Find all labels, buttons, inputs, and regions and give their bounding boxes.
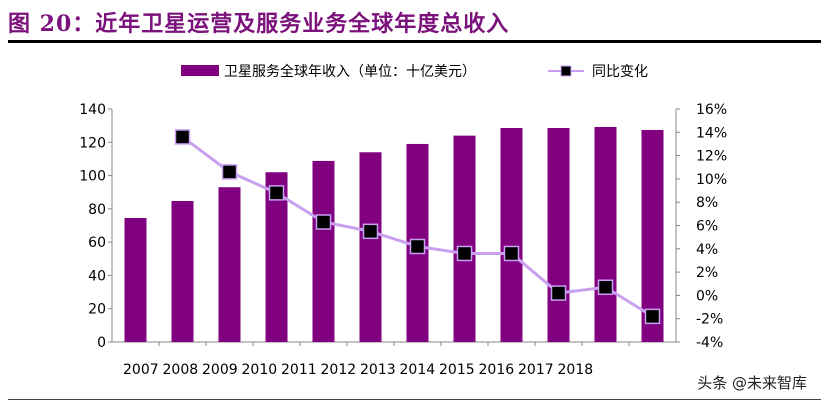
legend-line-label: 同比变化 bbox=[592, 64, 648, 80]
left-tick-label: 100 bbox=[79, 169, 106, 185]
right-tick-label: 0% bbox=[696, 288, 718, 304]
bottom-rule bbox=[8, 399, 821, 400]
left-tick-label: 20 bbox=[88, 302, 106, 318]
title-rule bbox=[8, 40, 821, 43]
right-tick-label: 16% bbox=[696, 102, 727, 118]
chart-title: 图 20：近年卫星运营及服务业务全球年度总收入 bbox=[8, 11, 510, 37]
left-tick-label: 140 bbox=[79, 102, 106, 118]
x-tick-label: 2018 bbox=[558, 362, 594, 378]
marker-2010 bbox=[268, 185, 285, 201]
marker-2014 bbox=[456, 245, 473, 262]
left-tick-label: 120 bbox=[79, 135, 106, 151]
legend-bar-swatch bbox=[181, 65, 219, 76]
x-tick-label: 2017 bbox=[518, 362, 554, 378]
bar-2009 bbox=[218, 187, 241, 342]
legend-bar-label: 卫星服务全球年收入（单位：十亿美元） bbox=[224, 63, 476, 80]
marker-2011 bbox=[315, 214, 332, 230]
marker-2012 bbox=[362, 223, 379, 240]
x-tick-label: 2012 bbox=[321, 362, 357, 378]
right-tick-label: 4% bbox=[696, 242, 718, 258]
x-tick-label: 2016 bbox=[479, 362, 515, 378]
bar-2010 bbox=[265, 172, 288, 342]
x-tick-label: 2008 bbox=[163, 362, 199, 378]
bar-2016 bbox=[547, 127, 570, 342]
marker-2015 bbox=[503, 245, 520, 262]
marker-2017 bbox=[597, 279, 614, 295]
marker-2009 bbox=[221, 164, 238, 180]
left-tick-label: 60 bbox=[88, 235, 106, 251]
right-tick-label: 6% bbox=[696, 219, 718, 235]
right-tick-label: 2% bbox=[696, 265, 718, 281]
x-tick-label: 2014 bbox=[400, 362, 436, 378]
left-tick-label: 0 bbox=[97, 335, 106, 351]
right-tick-label: -4% bbox=[696, 335, 723, 351]
watermark: 头条 @未来智库 bbox=[697, 374, 807, 392]
x-tick-label: 2009 bbox=[202, 362, 238, 378]
right-tick-label: 12% bbox=[696, 149, 727, 165]
marker-2013 bbox=[409, 238, 426, 255]
bar-2011 bbox=[312, 160, 335, 342]
right-tick-label: 10% bbox=[696, 172, 727, 188]
right-tick-label: 8% bbox=[696, 195, 718, 211]
right-tick-label: 14% bbox=[696, 125, 727, 141]
left-tick-label: 80 bbox=[88, 202, 106, 218]
marker-2016 bbox=[550, 285, 567, 301]
right-tick-label: -2% bbox=[696, 312, 723, 328]
x-tick-label: 2007 bbox=[123, 362, 159, 378]
x-tick-label: 2011 bbox=[281, 362, 317, 378]
x-tick-label: 2010 bbox=[242, 362, 278, 378]
bar-2007 bbox=[124, 218, 147, 342]
marker-2008 bbox=[174, 129, 191, 145]
left-tick-label: 40 bbox=[88, 268, 106, 284]
legend-marker-swatch bbox=[560, 65, 572, 77]
bar-2017 bbox=[594, 126, 617, 342]
bar-2014 bbox=[453, 135, 476, 342]
bar-2015 bbox=[500, 127, 523, 342]
bar-2012 bbox=[359, 152, 382, 342]
x-tick-label: 2013 bbox=[360, 362, 396, 378]
bar-2008 bbox=[171, 201, 194, 342]
x-tick-label: 2015 bbox=[439, 362, 475, 378]
marker-2018 bbox=[644, 308, 661, 325]
bar-2018 bbox=[641, 129, 664, 342]
